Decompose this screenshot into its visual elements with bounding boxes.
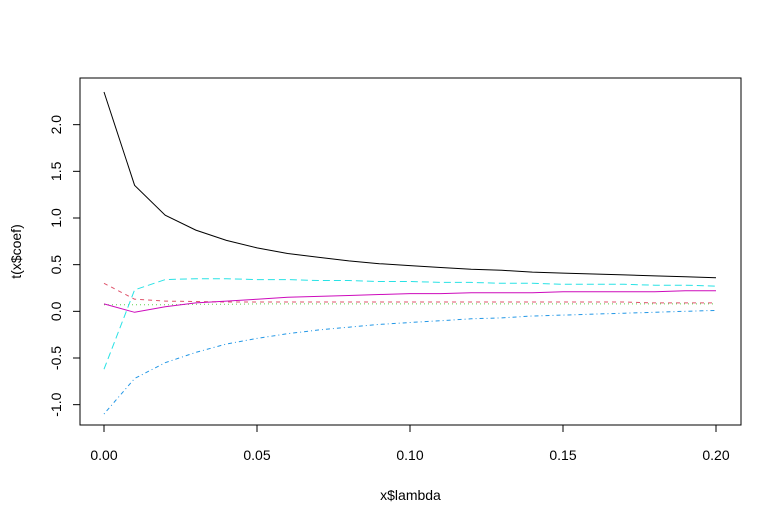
series-line-6 [103, 290, 716, 313]
x-tick-label: 0.15 [549, 447, 576, 463]
x-tick-label: 0.00 [90, 447, 117, 463]
y-tick-label: 1.5 [48, 161, 64, 181]
x-axis-title: x$lambda [380, 487, 441, 503]
series-line-5 [103, 278, 717, 370]
x-tick-label: 0.10 [396, 447, 423, 463]
series-layer [103, 91, 717, 415]
y-tick-label: -1.0 [48, 392, 64, 416]
series-line-1 [103, 91, 717, 279]
y-tick-label: 0.0 [48, 301, 64, 321]
y-tick-label: 2.0 [48, 115, 64, 135]
x-tick-label: 0.20 [702, 447, 729, 463]
x-tick-label: 0.05 [243, 447, 270, 463]
y-tick-label: 0.5 [48, 255, 64, 275]
y-axis: -1.0 -0.5 0.0 0.5 1.0 1.5 2.0 [48, 115, 81, 417]
series-line-2 [103, 282, 716, 304]
y-tick-label: -0.5 [48, 346, 64, 370]
plot-frame [79, 77, 742, 426]
x-axis: 0.00 0.05 0.10 0.15 0.20 [90, 424, 730, 463]
series-line-3 [104, 303, 716, 306]
y-tick-label: 1.0 [48, 208, 64, 228]
series-line-4 [103, 309, 717, 415]
y-axis-title: t(x$coef) [8, 224, 24, 278]
